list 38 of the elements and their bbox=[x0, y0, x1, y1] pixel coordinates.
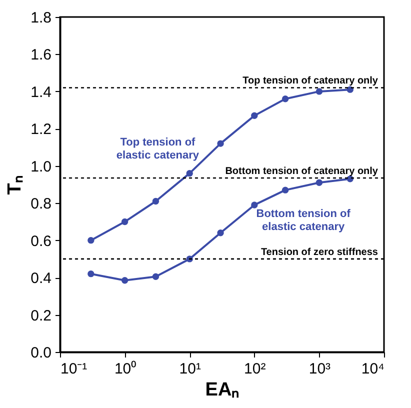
x-tick-label: 10⁰ bbox=[114, 360, 136, 378]
point bbox=[186, 170, 193, 177]
point bbox=[121, 218, 128, 226]
x-tick-label: 10⁴ bbox=[361, 360, 384, 378]
y-axis-title: Tₙ bbox=[4, 175, 26, 195]
point bbox=[217, 230, 224, 236]
point bbox=[152, 198, 160, 205]
y-tick-label: 0.2 bbox=[30, 307, 52, 324]
point bbox=[121, 277, 128, 284]
x-axis-title: EAₙ bbox=[205, 380, 240, 400]
y-tick-label: 1.8 bbox=[30, 10, 52, 26]
y-tick-label: 1.6 bbox=[30, 46, 52, 64]
point bbox=[88, 270, 94, 278]
point bbox=[88, 236, 94, 244]
point bbox=[282, 186, 289, 194]
ref-line-label: Top tension of catenary only bbox=[242, 76, 378, 87]
x-tick-label: 10² bbox=[244, 360, 266, 378]
y-tick-label: 0.4 bbox=[30, 270, 52, 288]
x-tick-label: 10¹ bbox=[179, 360, 201, 378]
point bbox=[152, 273, 160, 280]
point bbox=[316, 88, 323, 95]
ref-line-label: Bottom tension of catenary only bbox=[225, 166, 378, 177]
y-tick-label: 0.8 bbox=[30, 196, 52, 213]
series-label: Bottom tension of elastic catenary bbox=[256, 208, 351, 234]
point bbox=[217, 140, 224, 147]
series-label: Top tension of elastic catenary bbox=[116, 136, 200, 162]
y-tick-label: 1.0 bbox=[30, 158, 52, 176]
x-tick-label: 10³ bbox=[308, 360, 331, 378]
x-tick-label: 10⁻¹ bbox=[60, 360, 88, 378]
y-tick-label: 1.2 bbox=[30, 121, 52, 138]
point bbox=[251, 202, 258, 208]
y-tick-label: 0.6 bbox=[30, 232, 52, 250]
point bbox=[282, 96, 289, 102]
ref-line-label: Tension of zero stiffness bbox=[260, 246, 378, 258]
y-tick-label: 1.4 bbox=[30, 84, 52, 101]
point bbox=[316, 179, 323, 186]
y-tick-label: 0.0 bbox=[30, 344, 52, 362]
point bbox=[251, 112, 258, 119]
